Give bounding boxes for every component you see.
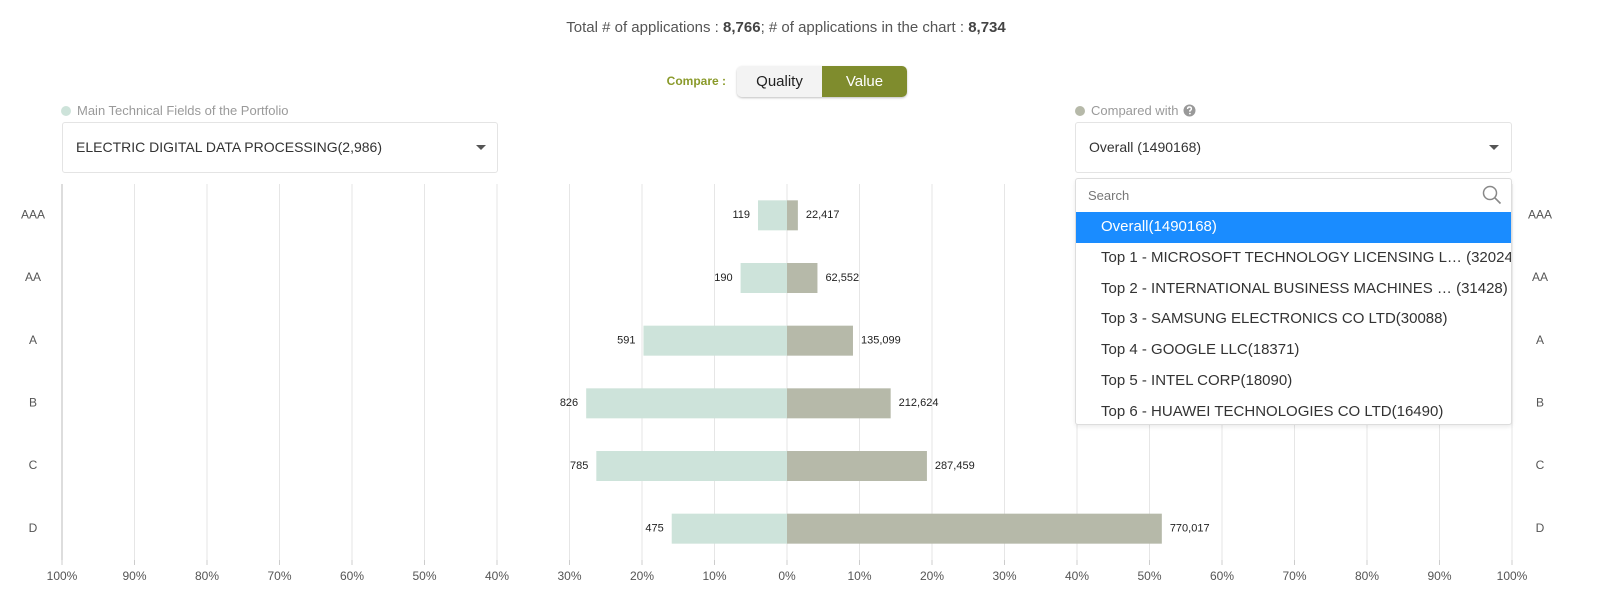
data-label: 135,099	[861, 335, 901, 347]
x-tick-label: 60%	[340, 569, 364, 583]
dropdown-option[interactable]: Top 3 - SAMSUNG ELECTRONICS CO LTD(30088…	[1101, 310, 1448, 328]
bar	[596, 451, 787, 481]
select-value: ELECTRIC DIGITAL DATA PROCESSING(2,986)	[76, 139, 382, 155]
bar	[643, 325, 787, 356]
x-tick-label: 50%	[412, 569, 436, 583]
x-tick-label: 40%	[1065, 569, 1089, 583]
legend-label: Main Technical Fields of the Portfolio	[77, 103, 289, 118]
x-tick-label: 40%	[485, 569, 509, 583]
bar	[787, 325, 853, 356]
chart-label: ; # of applications in the chart :	[760, 19, 965, 36]
data-label: 22,417	[806, 209, 840, 221]
data-label: 212,624	[899, 397, 939, 409]
legend-dot	[1075, 105, 1085, 116]
data-label: 770,017	[1170, 523, 1210, 535]
y-tick-label: A	[1536, 333, 1544, 347]
help-icon[interactable]	[1183, 104, 1196, 117]
data-label: 119	[732, 209, 750, 221]
legend-item: Compared with	[1075, 103, 1196, 118]
total-label: Total # of applications :	[566, 19, 719, 36]
compared-select[interactable]: Overall (1490168)	[1075, 122, 1512, 173]
data-label: 826	[560, 397, 578, 409]
compare-label: Compare :	[666, 74, 726, 88]
bar	[787, 200, 798, 231]
bar	[787, 513, 1162, 544]
chart-total-value: 8,734	[968, 19, 1006, 36]
dropdown-option[interactable]: Top 2 - INTERNATIONAL BUSINESS MACHINES …	[1101, 279, 1508, 297]
y-tick-label: A	[29, 333, 37, 347]
toggle-button[interactable]: Quality	[737, 66, 822, 97]
y-tick-label: AAA	[21, 208, 45, 222]
y-tick-label: D	[1536, 521, 1545, 535]
x-tick-label: 20%	[630, 569, 654, 583]
summary: Total # of applications : 8,766; # of ap…	[0, 19, 1572, 36]
data-label: 62,552	[825, 272, 859, 284]
y-tick-label: D	[29, 521, 38, 535]
data-label: 785	[570, 460, 588, 472]
x-tick-label: 90%	[122, 569, 146, 583]
x-tick-label: 70%	[267, 569, 291, 583]
y-tick-label: AA	[25, 270, 41, 284]
bar	[758, 200, 787, 231]
legend-label: Compared with	[1091, 103, 1179, 118]
x-tick-label: 10%	[702, 569, 726, 583]
y-tick-label: AA	[1532, 270, 1548, 284]
search-placeholder: Search	[1088, 188, 1130, 203]
x-tick-label: 20%	[920, 569, 944, 583]
x-tick-label: 30%	[557, 569, 581, 583]
x-tick-label: 90%	[1427, 569, 1451, 583]
search-box[interactable]: Search	[1076, 179, 1511, 212]
y-tick-label: C	[29, 458, 38, 472]
y-tick-label: AAA	[1528, 208, 1552, 222]
data-label: 190	[714, 272, 732, 284]
x-tick-label: 10%	[847, 569, 871, 583]
data-label: 475	[645, 523, 663, 535]
x-tick-label: 100%	[47, 569, 78, 583]
select-value: Overall (1490168)	[1089, 139, 1202, 155]
bar	[787, 263, 818, 293]
x-tick-label: 70%	[1282, 569, 1306, 583]
y-tick-label: B	[1536, 396, 1544, 410]
bar	[787, 451, 927, 481]
bar	[787, 388, 891, 419]
caret	[476, 145, 486, 150]
y-tick-label: C	[1536, 458, 1545, 472]
bar	[740, 263, 787, 293]
portfolio-select[interactable]: ELECTRIC DIGITAL DATA PROCESSING(2,986)	[62, 122, 498, 173]
bar	[671, 513, 787, 544]
total-value: 8,766	[723, 19, 761, 36]
dropdown-option[interactable]: Top 6 - HUAWEI TECHNOLOGIES CO LTD(16490…	[1101, 402, 1444, 420]
x-tick-label: 0%	[778, 569, 796, 583]
x-tick-label: 60%	[1210, 569, 1234, 583]
dropdown-option[interactable]: Top 5 - INTEL CORP(18090)	[1101, 371, 1293, 389]
x-tick-label: 30%	[992, 569, 1016, 583]
dropdown-option[interactable]: Overall(1490168)	[1076, 212, 1511, 243]
y-tick-label: B	[29, 396, 37, 410]
data-label: 287,459	[935, 460, 975, 472]
dropdown-option[interactable]: Top 1 - MICROSOFT TECHNOLOGY LICENSING L…	[1101, 248, 1511, 266]
x-tick-label: 80%	[1355, 569, 1379, 583]
compare-toggle: Quality Value	[737, 66, 907, 97]
x-tick-label: 80%	[195, 569, 219, 583]
caret	[1489, 145, 1499, 150]
dropdown-menu: Search Overall(1490168) Top 1 - MICROSOFT…	[1075, 178, 1512, 425]
data-label: 591	[617, 335, 635, 347]
legend-dot	[61, 105, 71, 116]
dropdown-option[interactable]: Top 4 - GOOGLE LLC(18371)	[1101, 341, 1300, 359]
legend-item: Main Technical Fields of the Portfolio	[61, 103, 288, 118]
toggle-button[interactable]: Value	[822, 66, 907, 97]
bar	[586, 388, 787, 419]
x-tick-label: 100%	[1497, 569, 1528, 583]
search-icon	[1482, 185, 1502, 205]
x-tick-label: 50%	[1137, 569, 1161, 583]
